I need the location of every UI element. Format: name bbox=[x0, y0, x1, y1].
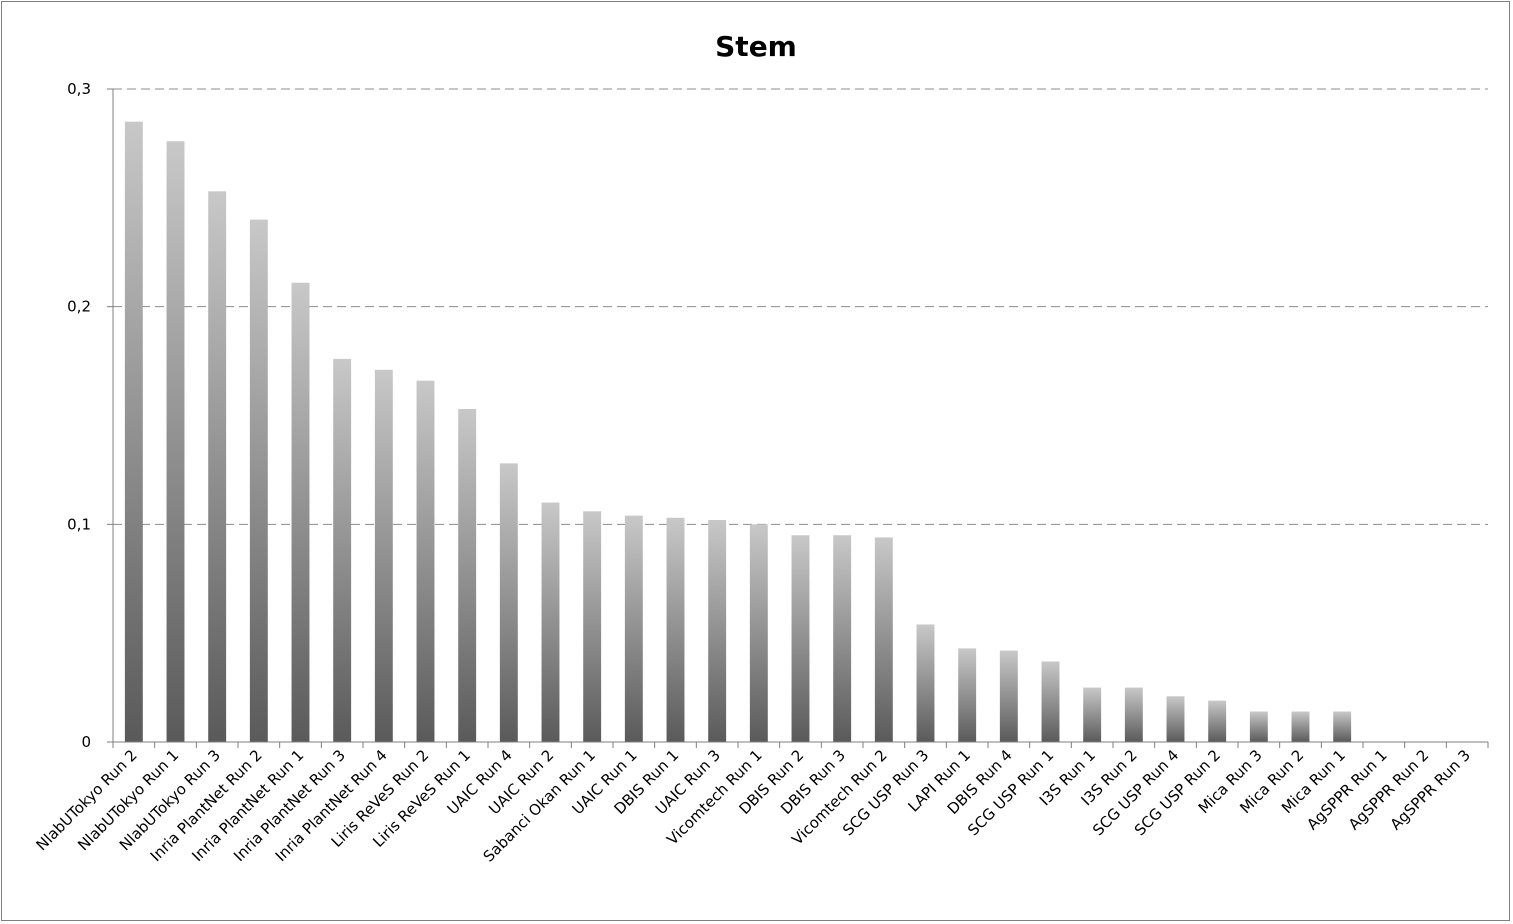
bar bbox=[916, 624, 935, 742]
bar bbox=[333, 358, 352, 742]
bar bbox=[458, 408, 477, 742]
bar bbox=[1083, 687, 1102, 742]
bar bbox=[249, 219, 268, 743]
chart-title: Stem bbox=[715, 30, 797, 63]
bar bbox=[791, 535, 810, 742]
bar bbox=[749, 524, 768, 742]
bar bbox=[291, 282, 310, 742]
y-tick-label: 0 bbox=[81, 733, 91, 751]
y-tick-label: 0,2 bbox=[67, 298, 91, 316]
bar bbox=[833, 535, 852, 742]
y-tick-label: 0,1 bbox=[67, 515, 91, 533]
y-tick-label: 0,3 bbox=[67, 80, 91, 98]
bar bbox=[166, 141, 185, 743]
bar bbox=[583, 511, 602, 742]
gridlines bbox=[113, 88, 1488, 525]
bar bbox=[666, 517, 685, 742]
bar bbox=[208, 191, 227, 742]
bar bbox=[124, 121, 143, 742]
bar bbox=[624, 515, 643, 742]
bar bbox=[958, 648, 977, 742]
bar bbox=[1333, 711, 1352, 742]
bar bbox=[999, 650, 1018, 742]
bar bbox=[874, 537, 893, 742]
bar bbox=[1166, 696, 1185, 742]
bar bbox=[1208, 700, 1227, 742]
bar bbox=[1291, 711, 1310, 742]
bar bbox=[416, 380, 435, 742]
bar bbox=[1249, 711, 1268, 742]
y-axis: 0 0,1 0,2 0,3 bbox=[67, 80, 114, 751]
bar bbox=[499, 463, 518, 742]
bar bbox=[1124, 687, 1143, 742]
bar bbox=[1041, 661, 1060, 742]
bar bbox=[541, 502, 560, 742]
bar bbox=[708, 519, 727, 742]
bar bbox=[374, 369, 393, 742]
bars bbox=[124, 121, 1352, 743]
